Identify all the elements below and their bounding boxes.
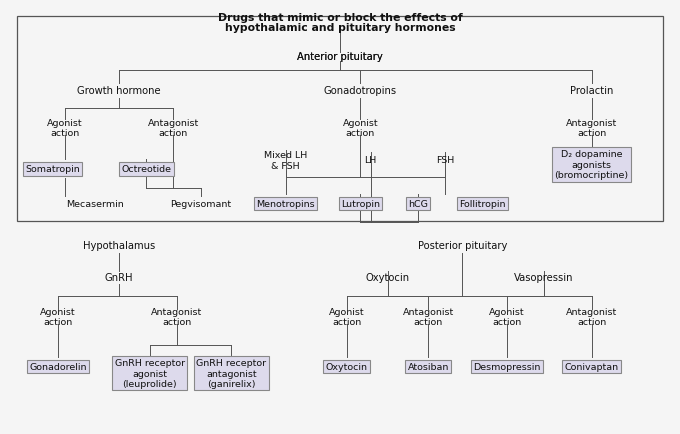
Text: Oxytocin: Oxytocin (326, 362, 368, 371)
Text: Agonist
action: Agonist action (343, 118, 378, 138)
Text: Desmopressin: Desmopressin (473, 362, 541, 371)
Text: hypothalamic and pituitary hormones: hypothalamic and pituitary hormones (224, 23, 456, 33)
Text: Follitropin: Follitropin (460, 200, 506, 208)
Bar (17, 17, 663, 221)
Text: Antagonist
action: Antagonist action (148, 118, 199, 138)
Text: Somatropin: Somatropin (25, 165, 80, 174)
Text: Menotropins: Menotropins (256, 200, 315, 208)
Text: Anterior pituitary: Anterior pituitary (297, 52, 383, 61)
Text: Agonist
action: Agonist action (40, 307, 75, 326)
Text: Gonadotropins: Gonadotropins (324, 86, 397, 96)
Text: Drugs that mimic or block the effects of: Drugs that mimic or block the effects of (218, 13, 462, 23)
Text: Hypothalamus: Hypothalamus (83, 240, 155, 250)
Text: Antagonist
action: Antagonist action (151, 307, 203, 326)
Text: Atosiban: Atosiban (408, 362, 449, 371)
Text: Gonadorelin: Gonadorelin (29, 362, 86, 371)
Text: Antagonist
action: Antagonist action (566, 118, 617, 138)
Text: FSH: FSH (437, 156, 454, 165)
Text: Growth hormone: Growth hormone (78, 86, 160, 96)
Text: LH: LH (364, 156, 377, 165)
Text: Agonist
action: Agonist action (329, 307, 364, 326)
Text: Mecasermin: Mecasermin (67, 200, 124, 208)
Text: GnRH receptor
agonist
(leuprolide): GnRH receptor agonist (leuprolide) (114, 358, 185, 388)
Text: Agonist
action: Agonist action (489, 307, 524, 326)
Text: Posterior pituitary: Posterior pituitary (418, 240, 507, 250)
Text: Oxytocin: Oxytocin (366, 273, 409, 283)
Text: Antagonist
action: Antagonist action (566, 307, 617, 326)
Text: Mixed LH
& FSH: Mixed LH & FSH (264, 151, 307, 170)
Text: Conivaptan: Conivaptan (564, 362, 619, 371)
Text: Pegvisomant: Pegvisomant (170, 200, 231, 208)
Text: GnRH receptor
antagonist
(ganirelix): GnRH receptor antagonist (ganirelix) (196, 358, 267, 388)
Text: Octreotide: Octreotide (121, 165, 171, 174)
Text: GnRH: GnRH (105, 273, 133, 283)
Text: Prolactin: Prolactin (570, 86, 613, 96)
Text: Vasopressin: Vasopressin (514, 273, 574, 283)
Text: hCG: hCG (408, 200, 428, 208)
Text: Lutropin: Lutropin (341, 200, 380, 208)
Text: Anterior pituitary: Anterior pituitary (297, 52, 383, 61)
Text: D₂ dopamine
agonists
(bromocriptine): D₂ dopamine agonists (bromocriptine) (554, 150, 629, 180)
Text: Antagonist
action: Antagonist action (403, 307, 454, 326)
Text: Agonist
action: Agonist action (47, 118, 82, 138)
